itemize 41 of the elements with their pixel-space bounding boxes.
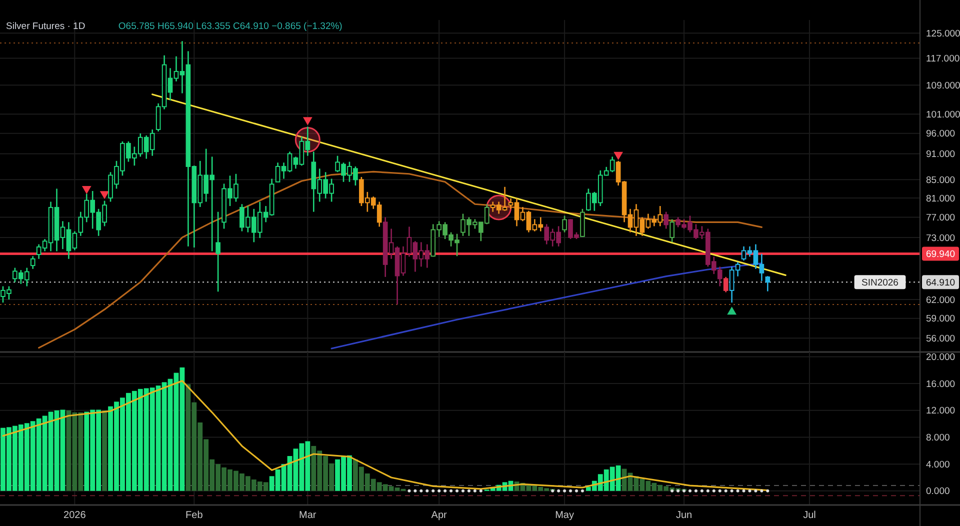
x-tick-label: Jul xyxy=(803,510,816,521)
line-series xyxy=(38,170,762,349)
point xyxy=(100,191,110,200)
y-tick-label: 12.000 xyxy=(926,406,956,417)
y-tick-label: 56.000 xyxy=(926,334,956,345)
ref-line-label: 69.940 xyxy=(926,249,956,260)
point xyxy=(614,152,623,160)
y-tick-label: 73.000 xyxy=(926,232,956,244)
y-tick-label: 59.000 xyxy=(926,314,956,325)
x-tick-label: May xyxy=(555,510,574,521)
chart-title: Silver Futures · 1D xyxy=(6,21,86,32)
y-tick-label: 109.000 xyxy=(926,80,960,92)
y-tick-label: 125.000 xyxy=(926,28,960,40)
x-tick-label: 2026 xyxy=(64,510,86,521)
x-tick-label: Jun xyxy=(676,510,692,521)
y-tick-label: 81.000 xyxy=(926,193,956,204)
y-tick-label: 85.000 xyxy=(926,174,956,186)
point xyxy=(727,306,736,315)
y-tick-label: 96.000 xyxy=(926,128,956,140)
y-tick-label: 4.000 xyxy=(926,459,950,470)
x-tick-label: Mar xyxy=(299,510,317,521)
x-tick-label: Apr xyxy=(431,510,448,521)
y-tick-label: 0.000 xyxy=(926,486,950,498)
y-tick-label: 16.000 xyxy=(926,378,956,390)
x-tick-label: Feb xyxy=(186,510,204,521)
candlestick xyxy=(216,211,220,292)
y-tick-label: 91.000 xyxy=(926,149,956,160)
y-tick-label: 8.000 xyxy=(926,432,950,444)
chart-subtitle: O65.785 H65.940 L63.355 C64.910 −0.865 (−1.32%) xyxy=(118,21,342,32)
point xyxy=(82,186,92,194)
ref-line-label: 64.910 xyxy=(926,277,956,288)
y-tick-label: 77.000 xyxy=(926,212,956,224)
y-tick-label: 62.000 xyxy=(926,294,956,306)
annotation: SIN2026 xyxy=(862,277,898,288)
y-tick-label: 101.000 xyxy=(926,109,960,120)
point xyxy=(302,117,312,126)
line-series xyxy=(2,380,768,492)
y-tick-label: 117.000 xyxy=(926,54,960,65)
candlestick xyxy=(30,255,36,270)
y-tick-label: 20.000 xyxy=(926,352,956,364)
bar xyxy=(102,410,107,491)
